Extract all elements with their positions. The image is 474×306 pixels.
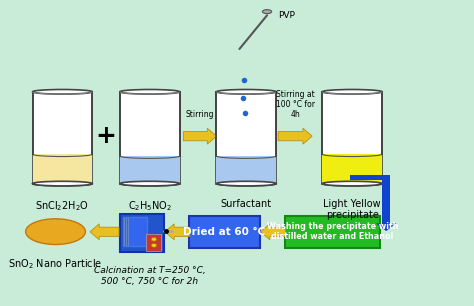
Text: Calcination at T=250 °C,
500 °C, 750 °C for 2h: Calcination at T=250 °C, 500 °C, 750 °C … xyxy=(94,266,206,285)
Ellipse shape xyxy=(217,181,276,186)
FancyBboxPatch shape xyxy=(123,217,147,246)
Circle shape xyxy=(151,244,157,247)
Ellipse shape xyxy=(33,89,92,94)
FancyArrow shape xyxy=(278,128,312,144)
FancyBboxPatch shape xyxy=(120,156,180,184)
Ellipse shape xyxy=(120,154,180,159)
Circle shape xyxy=(151,237,157,241)
FancyArrow shape xyxy=(261,224,285,240)
FancyBboxPatch shape xyxy=(350,175,390,180)
Ellipse shape xyxy=(217,181,276,186)
Ellipse shape xyxy=(322,181,382,186)
FancyBboxPatch shape xyxy=(33,154,92,184)
FancyArrow shape xyxy=(90,224,119,240)
FancyBboxPatch shape xyxy=(322,92,382,154)
FancyArrow shape xyxy=(376,223,397,231)
Text: Light Yellow
precipitate: Light Yellow precipitate xyxy=(323,199,381,221)
Ellipse shape xyxy=(33,181,92,186)
Ellipse shape xyxy=(120,89,180,94)
Ellipse shape xyxy=(322,152,382,157)
Ellipse shape xyxy=(263,10,272,13)
Text: SnO$_2$ Nano Particle: SnO$_2$ Nano Particle xyxy=(9,257,103,271)
FancyBboxPatch shape xyxy=(33,92,92,154)
FancyArrow shape xyxy=(183,128,217,144)
FancyBboxPatch shape xyxy=(217,92,276,156)
Ellipse shape xyxy=(322,181,382,186)
FancyBboxPatch shape xyxy=(382,177,390,225)
Text: Surfactant: Surfactant xyxy=(221,199,272,209)
Ellipse shape xyxy=(217,154,276,159)
FancyBboxPatch shape xyxy=(322,154,382,184)
Text: Washing the precipitate with
distilled water and Ethanol: Washing the precipitate with distilled w… xyxy=(267,222,398,241)
FancyBboxPatch shape xyxy=(146,234,162,251)
Ellipse shape xyxy=(33,152,92,157)
FancyArrow shape xyxy=(165,224,190,240)
Ellipse shape xyxy=(322,89,382,94)
Ellipse shape xyxy=(120,181,180,186)
Text: Stirring at
100 °C for
4h: Stirring at 100 °C for 4h xyxy=(275,90,315,119)
Ellipse shape xyxy=(217,89,276,94)
Text: PVP: PVP xyxy=(279,11,295,20)
FancyBboxPatch shape xyxy=(120,92,180,156)
FancyBboxPatch shape xyxy=(120,214,164,252)
Ellipse shape xyxy=(120,181,180,186)
Ellipse shape xyxy=(33,181,92,186)
FancyBboxPatch shape xyxy=(217,156,276,184)
Text: Stirring: Stirring xyxy=(186,110,214,119)
Text: C$_2$H$_5$NO$_2$: C$_2$H$_5$NO$_2$ xyxy=(128,199,172,213)
Text: SnCl$_2$2H$_2$O: SnCl$_2$2H$_2$O xyxy=(36,199,90,213)
FancyBboxPatch shape xyxy=(189,216,260,248)
FancyBboxPatch shape xyxy=(285,216,380,248)
Ellipse shape xyxy=(26,219,85,244)
Text: +: + xyxy=(96,124,117,148)
Text: Dried at 60 °C: Dried at 60 °C xyxy=(183,227,265,237)
